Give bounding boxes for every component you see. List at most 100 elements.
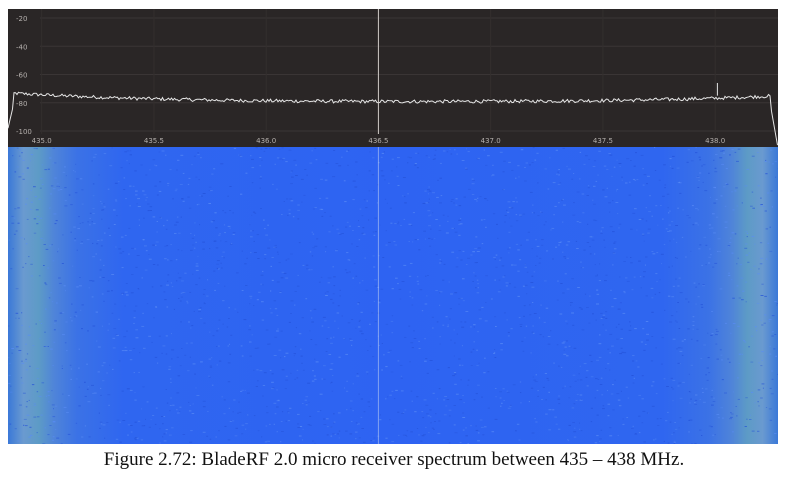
waterfall-speckle [72, 265, 74, 267]
waterfall-speckle [738, 353, 742, 355]
waterfall-speckle [728, 272, 730, 274]
waterfall-speckle [144, 269, 148, 271]
waterfall-speckle [526, 293, 528, 295]
waterfall-speckle [325, 418, 329, 420]
waterfall-speckle [730, 332, 732, 334]
waterfall-speckle [13, 233, 16, 235]
waterfall-speckle [484, 320, 488, 322]
waterfall-speckle [130, 431, 133, 433]
waterfall-speckle [52, 260, 55, 262]
waterfall-speckle [262, 385, 266, 386]
waterfall-speckle [208, 376, 211, 378]
waterfall-speckle [659, 418, 662, 419]
waterfall-speckle [714, 262, 718, 264]
waterfall-speckle [118, 248, 122, 250]
waterfall-speckle [558, 242, 561, 243]
waterfall-speckle [58, 186, 60, 188]
waterfall-speckle [688, 391, 690, 392]
waterfall-speckle [756, 302, 760, 304]
waterfall-speckle [439, 304, 441, 306]
waterfall-speckle [190, 342, 193, 344]
waterfall-speckle [311, 321, 314, 323]
waterfall-speckle [308, 269, 311, 271]
waterfall-speckle [294, 378, 296, 380]
waterfall-speckle [163, 433, 166, 435]
waterfall-speckle [53, 329, 56, 331]
waterfall-speckle [745, 254, 749, 256]
waterfall-speckle [762, 206, 765, 207]
waterfall-speckle [509, 283, 511, 285]
waterfall-speckle [554, 416, 557, 418]
waterfall-speckle [367, 350, 369, 351]
waterfall-speckle [249, 325, 251, 327]
waterfall-speckle [566, 323, 569, 325]
waterfall-speckle [391, 441, 395, 443]
waterfall-speckle [318, 281, 321, 283]
waterfall-speckle [711, 404, 714, 406]
waterfall-speckle [645, 295, 648, 297]
waterfall-speckle [194, 222, 196, 224]
waterfall-speckle [697, 224, 700, 226]
waterfall-speckle [741, 353, 743, 355]
waterfall-speckle [103, 153, 107, 155]
waterfall-speckle [194, 373, 196, 375]
waterfall-speckle [599, 334, 601, 336]
waterfall-speckle [556, 344, 559, 346]
waterfall-speckle [476, 292, 480, 294]
waterfall-speckle [111, 290, 113, 292]
waterfall-speckle [603, 165, 607, 167]
waterfall-speckle [273, 355, 277, 356]
waterfall-speckle [29, 426, 32, 428]
waterfall-speckle [169, 405, 172, 406]
waterfall-speckle [462, 429, 465, 431]
waterfall-speckle [575, 399, 578, 401]
waterfall-speckle [60, 443, 63, 444]
waterfall-speckle [78, 348, 80, 350]
waterfall-speckle [714, 167, 717, 169]
waterfall-speckle [539, 257, 542, 259]
waterfall-speckle [567, 241, 571, 243]
waterfall-speckle [431, 427, 434, 429]
waterfall-speckle [74, 311, 77, 313]
waterfall-speckle [96, 243, 99, 245]
waterfall-speckle [141, 325, 145, 327]
waterfall-speckle [507, 201, 511, 203]
waterfall-speckle [447, 367, 450, 369]
waterfall-speckle [721, 359, 723, 361]
waterfall-speckle [93, 392, 97, 394]
waterfall-speckle [17, 166, 19, 168]
waterfall-speckle [360, 416, 363, 418]
waterfall-speckle [301, 317, 304, 319]
waterfall-speckle [436, 369, 440, 371]
waterfall-speckle [276, 314, 279, 316]
waterfall-speckle [21, 324, 23, 326]
waterfall-speckle [25, 243, 28, 245]
waterfall-speckle [660, 363, 663, 365]
waterfall-speckle [282, 157, 286, 159]
waterfall-speckle [135, 329, 138, 331]
waterfall-speckle [38, 198, 41, 200]
waterfall-speckle [51, 390, 53, 392]
waterfall-speckle [417, 152, 420, 154]
waterfall-speckle [653, 439, 655, 441]
waterfall-speckle [306, 174, 308, 176]
waterfall-speckle [430, 422, 432, 424]
waterfall-speckle [190, 249, 193, 251]
waterfall-speckle [607, 348, 610, 350]
waterfall-speckle [745, 301, 747, 303]
waterfall-speckle [677, 385, 680, 387]
waterfall-speckle [332, 433, 335, 435]
waterfall-speckle [160, 285, 163, 287]
waterfall-speckle [416, 396, 419, 398]
waterfall-speckle [129, 389, 133, 391]
waterfall-speckle [313, 375, 316, 377]
waterfall-speckle [35, 323, 37, 325]
waterfall-speckle [652, 253, 656, 255]
waterfall-speckle [36, 368, 39, 369]
waterfall-speckle [297, 427, 301, 428]
waterfall-speckle [92, 213, 95, 214]
waterfall-speckle [578, 307, 582, 309]
waterfall-speckle [78, 285, 82, 287]
waterfall-speckle [573, 173, 575, 174]
waterfall-speckle [569, 386, 572, 388]
